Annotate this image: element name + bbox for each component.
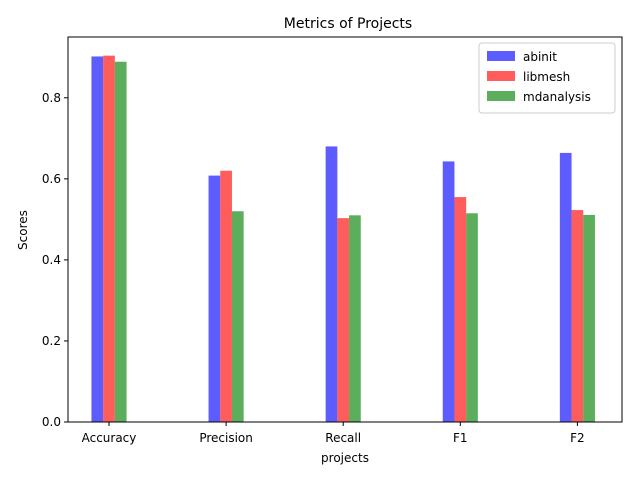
bar-abinit-precision xyxy=(208,175,221,422)
bar-abinit-f1 xyxy=(442,161,455,423)
x-tick-label: Precision xyxy=(199,431,253,445)
y-tick-label: 0.8 xyxy=(42,91,61,105)
bar-abinit-recall xyxy=(325,146,338,422)
bar-libmesh-f2 xyxy=(571,210,584,422)
legend-swatch-mdanalysis xyxy=(487,91,515,101)
chart-title: Metrics of Projects xyxy=(284,16,412,32)
bar-mdanalysis-recall xyxy=(349,215,361,422)
bar-abinit-accuracy xyxy=(91,56,104,422)
y-tick-label: 0.4 xyxy=(42,253,61,267)
x-tick-label: F2 xyxy=(570,431,585,445)
y-tick-label: 0.2 xyxy=(42,334,61,348)
legend-swatch-abinit xyxy=(487,51,515,61)
bar-abinit-f2 xyxy=(559,152,572,422)
legend: abinit libmesh mdanalysis xyxy=(478,42,616,114)
x-tick-label: Recall xyxy=(325,431,361,445)
bar-mdanalysis-precision xyxy=(231,211,244,422)
y-tick-label: 0.6 xyxy=(42,172,61,186)
bar-mdanalysis-f1 xyxy=(466,213,478,422)
bars-group xyxy=(91,55,595,423)
legend-swatch-libmesh xyxy=(487,71,515,81)
y-tick-label: 0.0 xyxy=(42,415,61,429)
bar-libmesh-precision xyxy=(220,170,232,422)
bar-mdanalysis-accuracy xyxy=(114,61,127,422)
legend-label-mdanalysis: mdanalysis xyxy=(523,90,591,104)
x-axis: Accuracy Precision Recall F1 F2 xyxy=(82,422,585,445)
x-tick-label: F1 xyxy=(453,431,468,445)
x-tick-label: Accuracy xyxy=(82,431,137,445)
bar-mdanalysis-f2 xyxy=(583,214,595,422)
bar-libmesh-accuracy xyxy=(103,55,115,423)
plot-area-frame xyxy=(67,36,623,423)
legend-label-libmesh: libmesh xyxy=(523,70,570,84)
bar-libmesh-f1 xyxy=(454,197,467,422)
y-axis: 0.0 0.2 0.4 0.6 0.8 xyxy=(42,91,68,429)
y-axis-label: Scores xyxy=(16,210,30,250)
legend-label-abinit: abinit xyxy=(523,50,557,64)
x-axis-label: projects xyxy=(321,451,369,465)
bar-libmesh-recall xyxy=(337,218,350,422)
